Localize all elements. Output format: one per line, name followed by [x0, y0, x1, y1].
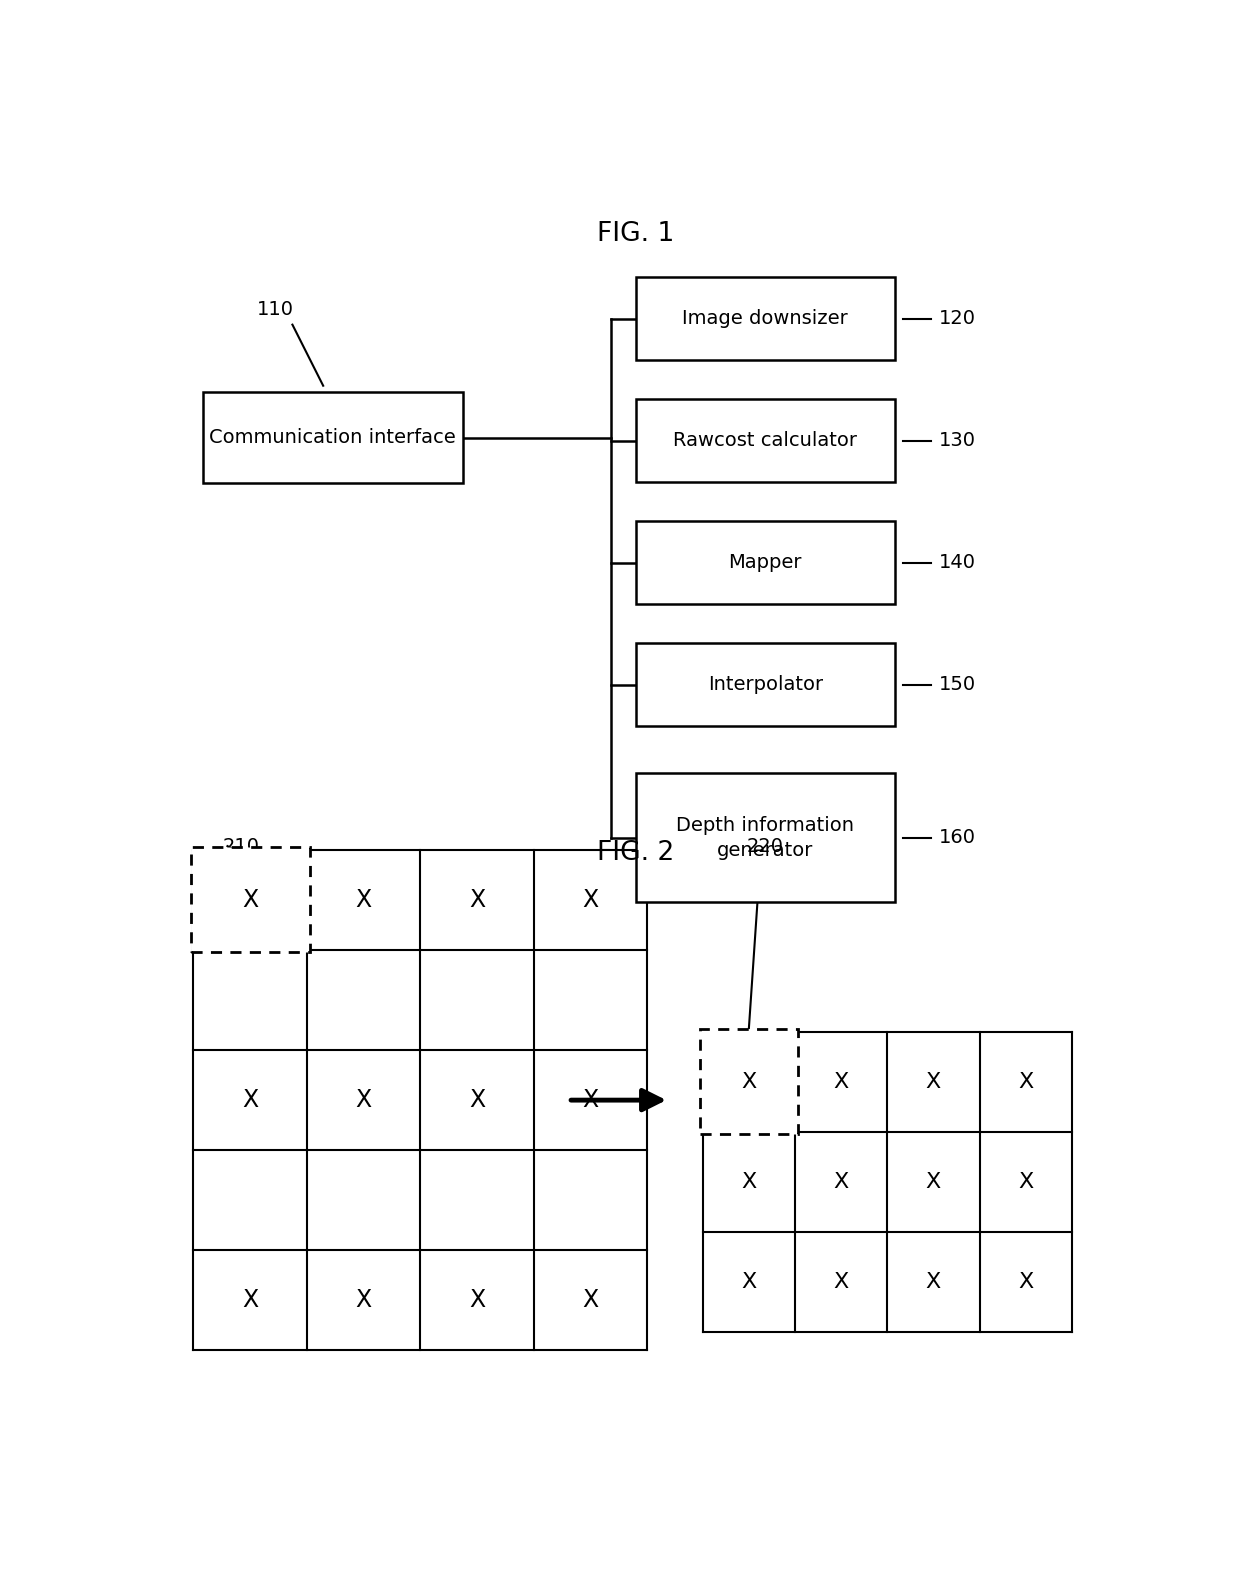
Text: X: X [583, 1088, 599, 1112]
Text: X: X [742, 1272, 756, 1293]
Text: X: X [833, 1072, 848, 1091]
Text: X: X [1018, 1172, 1033, 1193]
FancyBboxPatch shape [203, 392, 463, 484]
Text: Rawcost calculator: Rawcost calculator [673, 431, 857, 450]
FancyBboxPatch shape [635, 400, 895, 482]
Text: X: X [242, 1088, 258, 1112]
Text: 110: 110 [257, 300, 294, 319]
Text: 120: 120 [939, 309, 976, 328]
FancyBboxPatch shape [635, 522, 895, 604]
Text: X: X [242, 1288, 258, 1312]
Text: X: X [1018, 1072, 1033, 1091]
Text: X: X [742, 1072, 756, 1091]
Text: X: X [833, 1272, 848, 1293]
Text: Mapper: Mapper [728, 554, 802, 573]
Text: X: X [469, 1288, 485, 1312]
Text: X: X [356, 1288, 372, 1312]
Text: FIG. 1: FIG. 1 [596, 220, 675, 247]
Text: X: X [242, 888, 258, 912]
Text: X: X [833, 1172, 848, 1193]
Text: X: X [469, 1088, 485, 1112]
Text: X: X [742, 1072, 756, 1091]
Text: X: X [926, 1172, 941, 1193]
Text: X: X [242, 888, 258, 912]
FancyBboxPatch shape [635, 644, 895, 726]
Text: X: X [926, 1072, 941, 1091]
Text: Interpolator: Interpolator [708, 676, 823, 695]
Text: X: X [583, 1288, 599, 1312]
Text: 150: 150 [939, 676, 976, 695]
FancyBboxPatch shape [635, 774, 895, 902]
Text: 140: 140 [939, 554, 976, 573]
Text: Communication interface: Communication interface [210, 428, 456, 447]
Text: X: X [926, 1272, 941, 1293]
FancyBboxPatch shape [635, 278, 895, 360]
FancyBboxPatch shape [191, 847, 310, 952]
FancyBboxPatch shape [699, 1029, 797, 1134]
Text: X: X [1018, 1272, 1033, 1293]
Text: FIG. 2: FIG. 2 [596, 841, 675, 866]
Text: 220: 220 [746, 837, 784, 856]
Text: X: X [742, 1172, 756, 1193]
Text: Image downsizer: Image downsizer [682, 309, 848, 328]
Text: 210: 210 [223, 837, 260, 856]
Text: 130: 130 [939, 431, 976, 450]
Text: X: X [356, 1088, 372, 1112]
Text: Depth information
generator: Depth information generator [676, 815, 854, 860]
Text: X: X [469, 888, 485, 912]
Text: X: X [356, 888, 372, 912]
Text: X: X [583, 888, 599, 912]
Text: 160: 160 [939, 828, 976, 847]
